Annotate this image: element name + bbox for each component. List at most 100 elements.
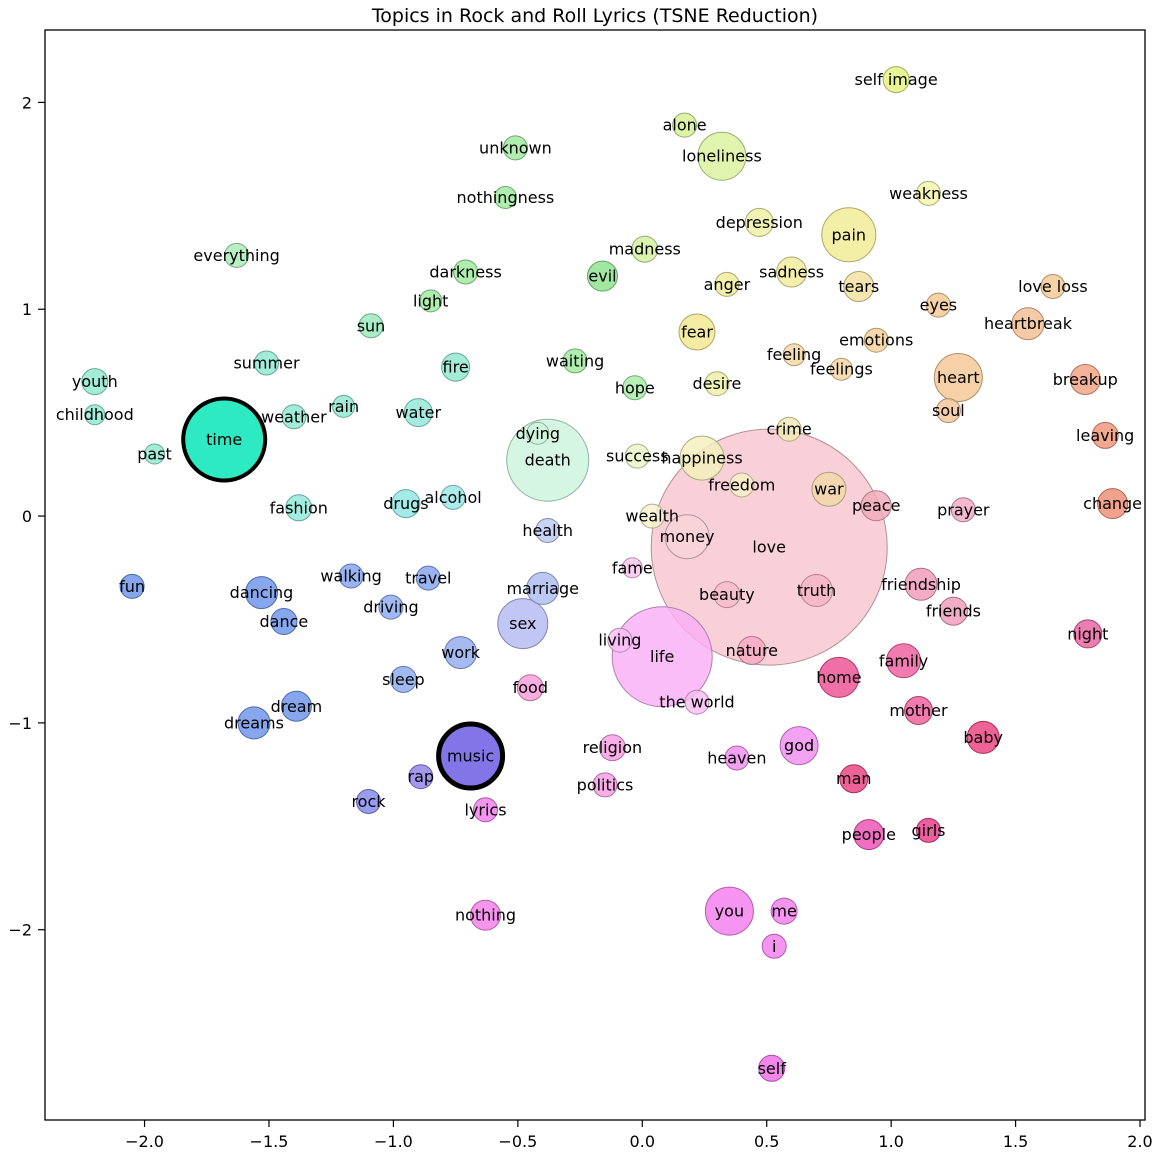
- topic-label-people: people: [842, 825, 896, 844]
- topic-label-feeling: feeling: [767, 345, 822, 364]
- topic-label-love: love: [752, 538, 786, 557]
- topic-label-walking: walking: [320, 567, 381, 586]
- topic-bubble-feeling: [782, 343, 806, 367]
- topic-label-success: success: [606, 447, 669, 466]
- topic-label-weakness: weakness: [889, 184, 968, 203]
- topic-bubble-weakness: [916, 180, 941, 206]
- topic-label-dancing: dancing: [230, 583, 294, 602]
- x-tick-label: −1.0: [374, 1132, 413, 1151]
- topic-bubble-tears: [843, 271, 875, 302]
- topic-bubble-fire: [441, 352, 471, 382]
- topic-label-truth: truth: [797, 581, 836, 600]
- topic-bubble-alone: [672, 112, 698, 138]
- topic-bubble-fame: [621, 557, 643, 579]
- topic-bubble-heart: [933, 353, 983, 402]
- topic-label-sun: sun: [357, 316, 386, 335]
- topic-bubble-friends: [938, 596, 968, 626]
- topic-label-weather: weather: [261, 407, 327, 426]
- y-tick-label: 0: [22, 507, 32, 526]
- y-tick-label: −2: [8, 921, 32, 940]
- y-tick-label: 2: [22, 93, 32, 112]
- topic-bubble-everything: [224, 242, 250, 268]
- topic-bubble-nothing: [470, 899, 501, 931]
- topic-label-pain: pain: [832, 225, 867, 244]
- topic-label-drugs: drugs: [383, 494, 428, 513]
- topic-bubble-the-world: [684, 689, 710, 715]
- topic-bubble-home: [818, 656, 860, 698]
- x-tick-label: 0.0: [630, 1132, 655, 1151]
- topic-bubble-nature: [737, 636, 767, 665]
- topic-label-unknown: unknown: [479, 138, 552, 157]
- topic-bubble-heartbreak: [1011, 307, 1045, 341]
- topic-bubble-mother: [904, 696, 933, 725]
- topic-bubble-sleep: [389, 665, 417, 693]
- topic-bubble-food: [516, 674, 544, 702]
- x-tick-label: 1.0: [878, 1132, 903, 1151]
- topic-label-work: work: [441, 643, 480, 662]
- topic-label-heart: heart: [937, 368, 980, 387]
- topic-bubble-prayer: [950, 497, 976, 523]
- topic-label-loneliness: loneliness: [682, 147, 762, 166]
- topic-bubble-water: [403, 398, 433, 428]
- topic-bubble-anger: [714, 271, 740, 297]
- topic-bubble-love-loss: [1040, 274, 1066, 299]
- topic-bubble-people: [853, 819, 885, 851]
- topic-bubble-drugs: [391, 489, 421, 519]
- topic-label-rain: rain: [328, 397, 359, 416]
- topic-bubble-driving: [378, 594, 404, 620]
- topic-label-beauty: beauty: [699, 585, 755, 604]
- topic-bubble-baby: [966, 720, 1000, 754]
- topic-label-anger: anger: [704, 275, 751, 294]
- topic-label-driving: driving: [363, 598, 418, 617]
- topic-bubble-pain: [821, 207, 877, 263]
- topic-bubble-past: [144, 443, 165, 465]
- topic-label-home: home: [816, 668, 861, 687]
- topic-label-change: change: [1083, 494, 1142, 513]
- topic-bubble-life: [611, 606, 713, 708]
- topic-label-summer: summer: [233, 354, 299, 373]
- topic-bubble-waiting: [562, 348, 588, 374]
- topic-bubble-money: [664, 514, 710, 560]
- topic-label-family: family: [879, 651, 928, 670]
- topic-label-depression: depression: [716, 213, 803, 232]
- topic-bubble-desire: [704, 371, 730, 397]
- topic-label-dream: dream: [271, 697, 323, 716]
- topic-label-youth: youth: [72, 372, 118, 391]
- topic-label-sleep: sleep: [382, 670, 425, 689]
- topic-bubble-leaving: [1091, 421, 1119, 449]
- topic-label-childhood: childhood: [56, 405, 134, 424]
- topic-bubble-feelings: [829, 357, 853, 381]
- topic-bubble-madness: [631, 235, 659, 263]
- topic-bubble-self: [758, 1054, 786, 1082]
- topic-bubble-dying: [526, 421, 550, 445]
- topic-label-fun: fun: [119, 577, 145, 596]
- topic-bubble-dreams: [237, 706, 271, 740]
- chart-title: Topics in Rock and Roll Lyrics (TSNE Red…: [371, 5, 818, 27]
- topic-bubble-friendship: [904, 567, 938, 601]
- topic-bubble-loneliness: [697, 131, 747, 181]
- topic-bubble-work: [444, 636, 478, 670]
- topic-bubble-truth: [800, 574, 833, 607]
- topic-label-crime: crime: [766, 420, 811, 439]
- topic-label-nothing: nothing: [455, 906, 516, 925]
- topic-label-peace: peace: [852, 496, 900, 515]
- topic-label-alone: alone: [663, 116, 707, 135]
- topic-bubble-eyes: [925, 292, 951, 318]
- topic-label-life: life: [650, 647, 674, 666]
- topic-label-war: war: [814, 480, 844, 499]
- topic-label-past: past: [137, 445, 172, 464]
- x-tick-label: −1.5: [250, 1132, 289, 1151]
- topic-label-time: time: [206, 430, 242, 449]
- topic-bubble-happiness: [679, 435, 725, 481]
- topic-label-the-world: the world: [659, 693, 734, 712]
- topic-label-death: death: [525, 451, 571, 470]
- topic-label-health: health: [522, 521, 573, 540]
- topic-bubble-light: [419, 289, 443, 313]
- topic-label-lyrics: lyrics: [464, 800, 506, 819]
- topic-label-breakup: breakup: [1053, 370, 1118, 389]
- topic-label-nature: nature: [726, 641, 778, 660]
- topic-label-love-loss: love loss: [1018, 277, 1088, 296]
- topic-bubble-unknown: [502, 135, 528, 161]
- topic-label-living: living: [598, 631, 641, 650]
- topic-bubble-hope: [622, 375, 648, 401]
